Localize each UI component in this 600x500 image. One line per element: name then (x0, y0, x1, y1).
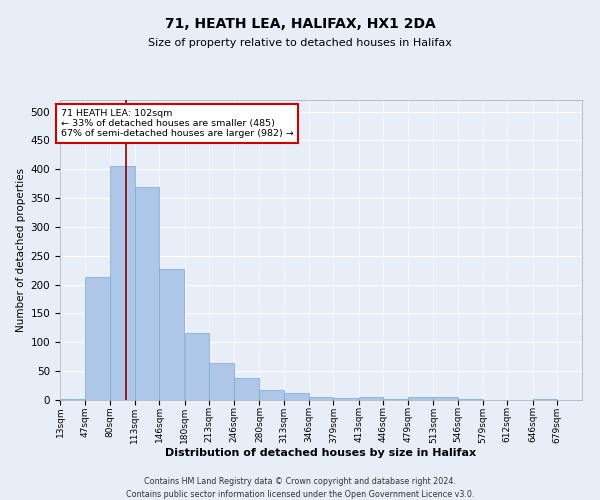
Bar (383, 399, 408, 400)
Y-axis label: Number of detached properties: Number of detached properties (16, 168, 26, 332)
Text: 71 HEATH LEA: 102sqm
← 33% of detached houses are smaller (485)
67% of semi-deta: 71 HEATH LEA: 102sqm ← 33% of detached h… (61, 108, 293, 138)
Text: Size of property relative to detached houses in Halifax: Size of property relative to detached ho… (148, 38, 452, 48)
Bar (408, 396, 433, 400)
Bar (433, 396, 458, 400)
Bar (334, 398, 358, 400)
Bar (259, 390, 284, 400)
Text: 71, HEATH LEA, HALIFAX, HX1 2DA: 71, HEATH LEA, HALIFAX, HX1 2DA (164, 18, 436, 32)
Bar (85, 276, 110, 400)
Bar (134, 186, 160, 400)
X-axis label: Distribution of detached houses by size in Halifax: Distribution of detached houses by size … (166, 448, 476, 458)
Text: Contains HM Land Registry data © Crown copyright and database right 2024.: Contains HM Land Registry data © Crown c… (144, 478, 456, 486)
Bar (160, 269, 184, 400)
Bar (234, 378, 259, 400)
Bar (110, 166, 134, 400)
Text: Contains public sector information licensed under the Open Government Licence v3: Contains public sector information licen… (126, 490, 474, 499)
Bar (185, 332, 209, 400)
Bar (359, 397, 383, 400)
Bar (308, 396, 334, 400)
Bar (209, 363, 234, 400)
Bar (60, 399, 85, 400)
Bar (284, 393, 308, 400)
